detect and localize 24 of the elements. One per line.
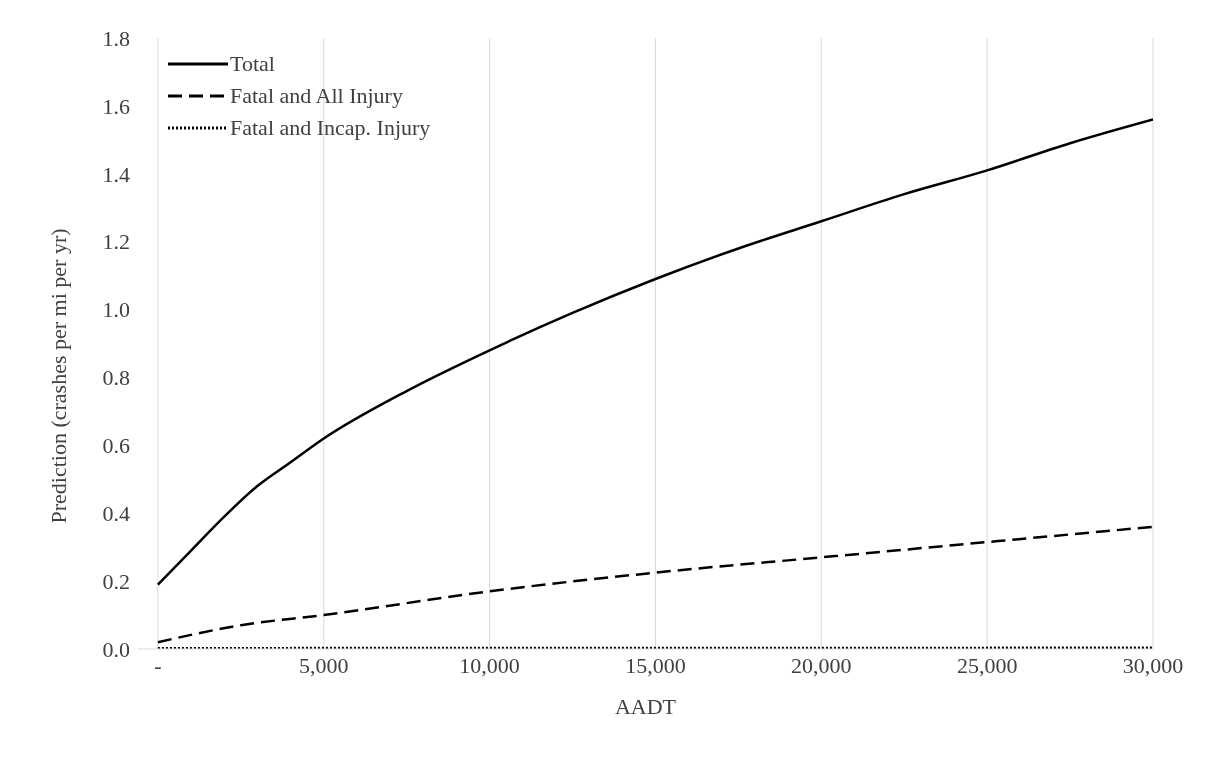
y-tick-label: 0.2 [102, 568, 130, 594]
y-tick-label: 0.6 [102, 433, 130, 459]
y-tick-label: 1.0 [102, 297, 130, 323]
y-tick-label: 0.4 [102, 501, 130, 527]
x-axis-title: AADT [614, 694, 677, 719]
x-tick-label: 20,000 [791, 652, 852, 678]
x-tick-label: 15,000 [625, 652, 686, 678]
x-tick-label: 25,000 [956, 652, 1018, 678]
x-tick-label: 30,000 [1122, 652, 1184, 678]
y-tick-label: 1.2 [102, 229, 130, 255]
line-series [156, 118, 1153, 586]
y-tick-label: 0.0 [102, 636, 130, 662]
line-series [156, 525, 1153, 644]
y-tick-label: 1.8 [102, 25, 130, 51]
y-tick-label: 1.6 [102, 93, 130, 119]
legend-label: Fatal and Incap. Injury [230, 114, 431, 142]
y-tick-label: 1.4 [102, 161, 130, 187]
legend-label: Total [230, 50, 275, 78]
legend-label: Fatal and All Injury [230, 82, 403, 110]
y-tick-label: 0.8 [102, 365, 130, 391]
x-tick-label: - [154, 652, 162, 678]
x-tick-label: 10,000 [459, 652, 520, 678]
x-tick-label: 5,000 [299, 652, 349, 678]
y-axis-title: Prediction (crashes per mi per yr) [45, 228, 71, 524]
